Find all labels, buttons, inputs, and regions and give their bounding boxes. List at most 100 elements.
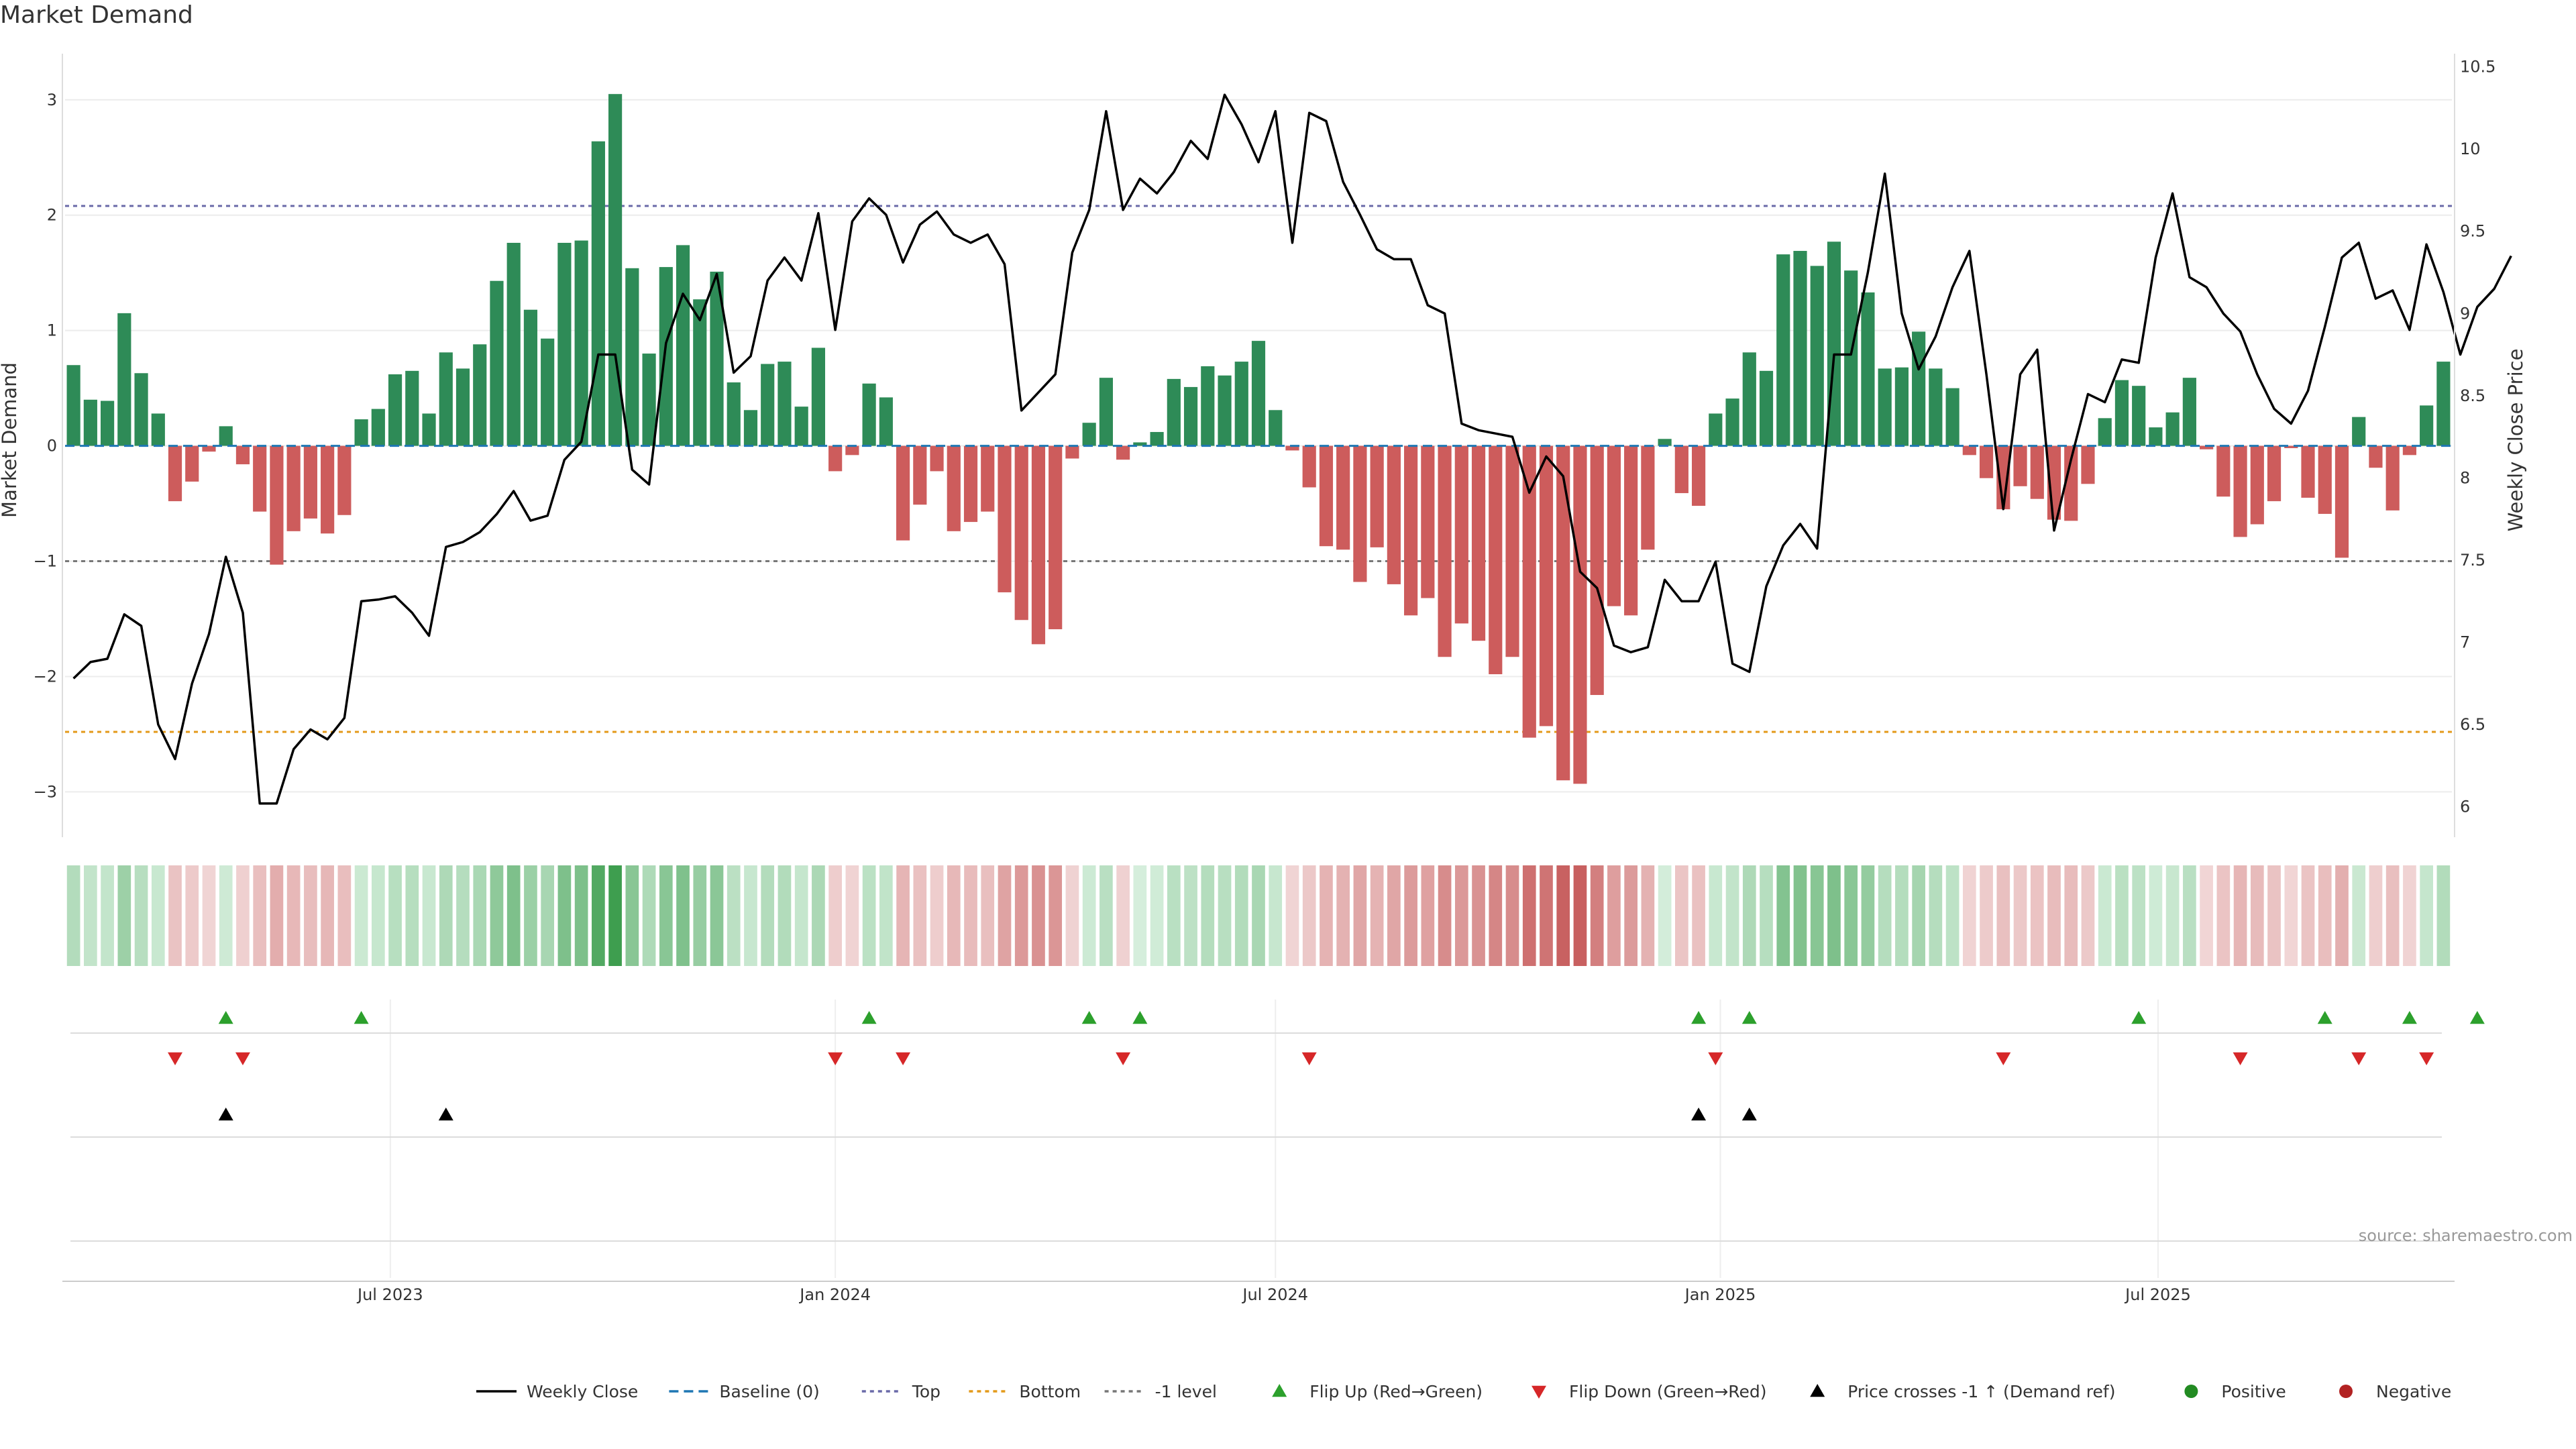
- heat-cell: [1980, 865, 1993, 966]
- demand-bar: [743, 410, 758, 446]
- demand-bar: [947, 445, 961, 531]
- heat-cell: [947, 865, 961, 966]
- y-right-tick-label: 6.5: [2460, 715, 2485, 734]
- heat-cell: [1505, 865, 1519, 966]
- demand-bar: [1793, 251, 1807, 446]
- legend-label: -1 level: [1155, 1382, 1217, 1401]
- heat-cell: [1878, 865, 1892, 966]
- heat-cell: [2301, 865, 2315, 966]
- demand-bar: [1929, 368, 1943, 446]
- demand-bar: [1471, 445, 1486, 641]
- demand-bar: [1404, 445, 1418, 616]
- heat-cell: [168, 865, 182, 966]
- y-left-tick-label: 2: [47, 206, 57, 225]
- demand-bar: [1251, 341, 1266, 446]
- heat-cell: [541, 865, 555, 966]
- demand-bar: [1624, 445, 1638, 616]
- heat-cell: [896, 865, 910, 966]
- demand-bar: [219, 426, 233, 446]
- demand-bar: [1319, 445, 1334, 547]
- heat-cell: [2267, 865, 2281, 966]
- heat-cell: [1049, 865, 1063, 966]
- heat-cell: [727, 865, 741, 966]
- demand-bar: [1658, 439, 1672, 446]
- legend-label: Price crosses -1 ↑ (Demand ref): [1847, 1382, 2115, 1401]
- heat-cell: [1962, 865, 1976, 966]
- demand-bar: [1759, 370, 1774, 446]
- legend-label: Baseline (0): [719, 1382, 819, 1401]
- demand-bar: [1150, 431, 1164, 446]
- heat-cell: [1302, 865, 1316, 966]
- heat-cell: [676, 865, 690, 966]
- demand-bar: [862, 383, 876, 446]
- y-left-tick-label: 1: [47, 321, 57, 340]
- heat-cell: [1641, 865, 1655, 966]
- demand-bar: [676, 245, 690, 446]
- heat-cell: [2436, 865, 2451, 966]
- heat-cell: [998, 865, 1012, 966]
- demand-bar: [1014, 445, 1028, 621]
- demand-bar: [455, 368, 470, 446]
- signal-markers: [168, 1011, 2485, 1121]
- demand-bar: [1725, 398, 1739, 446]
- heat-cell: [1269, 865, 1283, 966]
- legend-label: Bottom: [1019, 1382, 1081, 1401]
- heat-cell: [2216, 865, 2231, 966]
- demand-bar: [1218, 375, 1232, 446]
- demand-bar: [117, 313, 131, 446]
- y-right-tick-label: 9.5: [2460, 222, 2485, 241]
- demand-bar: [2132, 386, 2146, 446]
- demand-bar: [2233, 445, 2247, 537]
- heat-cell: [1404, 865, 1417, 966]
- y-right-tick-label: 10: [2460, 140, 2481, 158]
- demand-bar: [1590, 445, 1604, 695]
- heat-cell: [1099, 865, 1113, 966]
- legend-swatch: [1532, 1385, 1546, 1399]
- heat-cell: [761, 865, 775, 966]
- flip-down-marker: [1301, 1052, 1317, 1065]
- heat-cell: [2013, 865, 2027, 966]
- heat-cell: [304, 865, 317, 966]
- demand-bar: [1709, 413, 1723, 446]
- heat-cell: [608, 865, 622, 966]
- weekly-close-line: [72, 93, 2512, 805]
- heat-cell: [490, 865, 504, 966]
- x-tick-label: Jan 2025: [1684, 1285, 1756, 1304]
- demand-bar: [253, 445, 267, 512]
- heat-cell: [1353, 865, 1367, 966]
- flip-up-marker: [861, 1011, 877, 1024]
- legend-label: Flip Down (Green→Red): [1569, 1382, 1767, 1401]
- legend-label: Weekly Close: [527, 1382, 638, 1401]
- demand-bar: [439, 352, 453, 446]
- heat-cell: [2098, 865, 2112, 966]
- y-right-tick-label: 7.5: [2460, 551, 2485, 570]
- heat-cell: [1590, 865, 1604, 966]
- flip-down-marker: [168, 1052, 183, 1065]
- demand-bar: [83, 399, 97, 446]
- y-right-tick-label: 7: [2460, 633, 2470, 651]
- heat-cell: [693, 865, 707, 966]
- demand-bar: [1556, 445, 1570, 781]
- heat-cell: [1065, 865, 1079, 966]
- x-tick-label: Jan 2024: [798, 1285, 871, 1304]
- heat-cell: [557, 865, 572, 966]
- heat-cell: [845, 865, 859, 966]
- heat-cell: [574, 865, 588, 966]
- heat-cell: [2183, 865, 2196, 966]
- heat-cell: [659, 865, 673, 966]
- demand-bar: [66, 365, 80, 446]
- legend-label: Flip Up (Red→Green): [1309, 1382, 1483, 1401]
- heat-cell: [1912, 865, 1925, 966]
- demand-bar: [2369, 445, 2383, 468]
- demand-bar: [1285, 445, 1299, 451]
- demand-bar: [2284, 445, 2298, 449]
- demand-bar: [1489, 445, 1503, 675]
- heat-cell: [1945, 865, 1960, 966]
- demand-bar: [2064, 445, 2078, 521]
- y-left-tick-label: 0: [47, 437, 57, 455]
- heat-cell: [1285, 865, 1299, 966]
- demand-bar: [2200, 445, 2214, 449]
- heat-cell: [1725, 865, 1739, 966]
- demand-bar: [388, 374, 402, 446]
- demand-bar: [1234, 362, 1248, 446]
